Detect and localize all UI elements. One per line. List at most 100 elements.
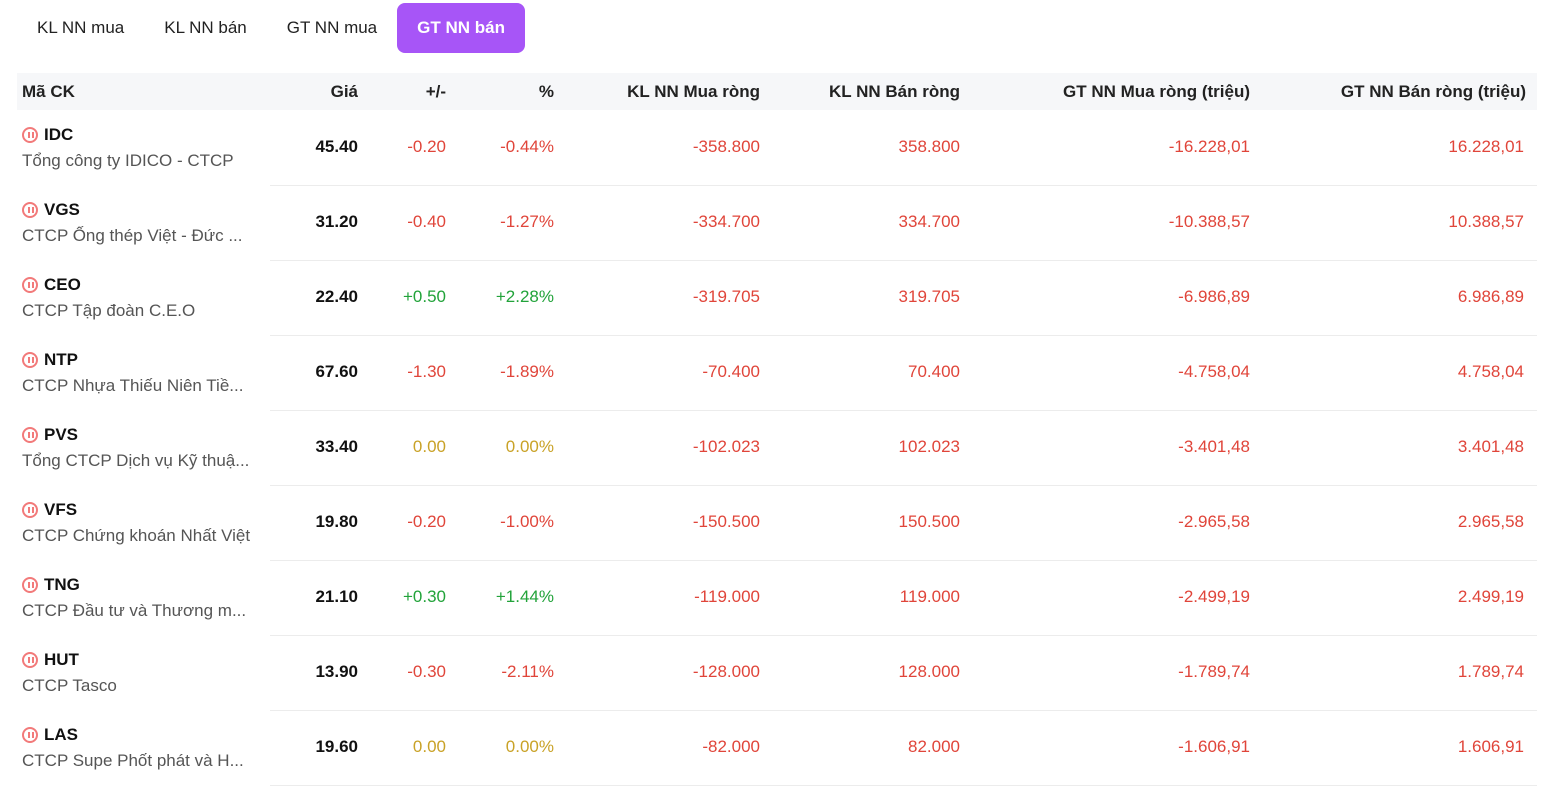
pause-circle-icon	[22, 201, 38, 218]
stock-cell[interactable]: IDC Tổng công ty IDICO - CTCP	[17, 125, 270, 171]
stock-symbol[interactable]: HUT	[44, 649, 79, 669]
stock-symbol[interactable]: VFS	[44, 499, 78, 519]
header-change[interactable]: +/-	[425, 81, 446, 101]
foreign-trading-table: Mã CK Giá +/- % KL NN Mua ròng KL NN Bán…	[17, 73, 1537, 786]
header-kl-mua-rong[interactable]: KL NN Mua ròng	[627, 81, 760, 101]
gt-nn-mua-rong: -3.401,48	[1178, 437, 1250, 456]
header-price[interactable]: Giá	[330, 81, 358, 101]
tab-gt-nn-mua[interactable]: GT NN mua	[286, 18, 378, 37]
stock-cell[interactable]: HUT CTCP Tasco	[17, 650, 270, 696]
table-row[interactable]: VFS CTCP Chứng khoán Nhất Việt 19.80 -0.20 -…	[17, 485, 1537, 561]
row-values: 31.20 -0.40 -1.27% -334.700 334.700 -10.388,5…	[270, 185, 1537, 261]
gt-nn-ban-rong: 2.965,58	[1457, 512, 1524, 531]
kl-nn-mua-rong: -358.800	[692, 137, 760, 156]
company-name: CTCP Tasco	[22, 675, 117, 695]
stock-cell[interactable]: TNG CTCP Đầu tư và Thương m...	[17, 575, 270, 621]
tab-kl-nn-mua[interactable]: KL NN mua	[37, 18, 125, 37]
change: -0.30	[407, 662, 446, 681]
change: -0.40	[407, 212, 446, 231]
company-name: Tổng CTCP Dịch vụ Kỹ thuậ...	[22, 450, 250, 470]
stock-symbol[interactable]: VGS	[44, 199, 80, 219]
kl-nn-mua-rong: -128.000	[692, 662, 760, 681]
stock-symbol[interactable]: CEO	[44, 274, 81, 294]
symbol-line: VGS	[22, 200, 270, 220]
table-row[interactable]: LAS CTCP Supe Phốt phát và H... 19.60 0.00 0…	[17, 710, 1537, 786]
table-row[interactable]: IDC Tổng công ty IDICO - CTCP 45.40 -0.20 -0…	[17, 110, 1537, 186]
gt-nn-mua-rong: -4.758,04	[1178, 362, 1250, 381]
stock-symbol[interactable]: NTP	[44, 349, 78, 369]
kl-nn-ban-rong: 119.000	[899, 587, 960, 606]
gt-nn-ban-rong: 10.388,57	[1448, 212, 1524, 231]
change-percent: -0.44%	[500, 137, 554, 156]
header-percent[interactable]: %	[538, 81, 554, 101]
change: -0.20	[407, 137, 446, 156]
change: 0.00	[412, 437, 446, 456]
stock-symbol[interactable]: TNG	[44, 574, 80, 594]
gt-nn-mua-rong: -6.986,89	[1178, 287, 1250, 306]
symbol-line: LAS	[22, 725, 270, 745]
price: 21.10	[315, 587, 358, 606]
company-name: CTCP Nhựa Thiếu Niên Tiề...	[22, 375, 244, 395]
table-row[interactable]: VGS CTCP Ống thép Việt - Đức ... 31.20 -0.4…	[17, 185, 1537, 261]
table-row[interactable]: NTP CTCP Nhựa Thiếu Niên Tiề... 67.60 -1.30…	[17, 335, 1537, 411]
table-row[interactable]: CEO CTCP Tập đoàn C.E.O 22.40 +0.50 +2.28% -3…	[17, 260, 1537, 336]
pause-circle-icon	[22, 426, 38, 443]
row-values: 33.40 0.00 0.00% -102.023 102.023 -3.401,48 3.…	[270, 410, 1537, 486]
gt-nn-ban-rong: 4.758,04	[1457, 362, 1524, 381]
symbol-line: HUT	[22, 650, 270, 670]
gt-nn-ban-rong: 3.401,48	[1457, 437, 1524, 456]
gt-nn-mua-rong: -1.606,91	[1178, 737, 1250, 756]
stock-symbol[interactable]: LAS	[44, 724, 78, 744]
symbol-line: CEO	[22, 275, 270, 295]
row-values: 45.40 -0.20 -0.44% -358.800 358.800 -16.228,0…	[270, 110, 1537, 186]
row-values: 13.90 -0.30 -2.11% -128.000 128.000 -1.789,74…	[270, 635, 1537, 711]
change: 0.00	[412, 737, 446, 756]
gt-nn-ban-rong: 6.986,89	[1457, 287, 1524, 306]
kl-nn-mua-rong: -319.705	[692, 287, 760, 306]
table-row[interactable]: TNG CTCP Đầu tư và Thương m... 21.10 +0.30 +…	[17, 560, 1537, 636]
gt-nn-mua-rong: -10.388,57	[1168, 212, 1250, 231]
gt-nn-mua-rong: -1.789,74	[1178, 662, 1250, 681]
gt-nn-ban-rong: 2.499,19	[1457, 587, 1524, 606]
stock-cell[interactable]: PVS Tổng CTCP Dịch vụ Kỹ thuậ...	[17, 425, 270, 471]
stock-cell[interactable]: CEO CTCP Tập đoàn C.E.O	[17, 275, 270, 321]
stock-cell[interactable]: LAS CTCP Supe Phốt phát và H...	[17, 725, 270, 771]
table-row[interactable]: HUT CTCP Tasco 13.90 -0.30 -2.11% -128.000 128…	[17, 635, 1537, 711]
tab-bar: KL NN mua KL NN bán GT NN mua GT NN bán	[17, 3, 525, 53]
header-symbol[interactable]: Mã CK	[22, 81, 75, 101]
kl-nn-mua-rong: -82.000	[702, 737, 760, 756]
tab-kl-nn-ban[interactable]: KL NN bán	[164, 18, 247, 37]
change: -1.30	[407, 362, 446, 381]
header-gt-ban-rong[interactable]: GT NN Bán ròng (triệu)	[1340, 81, 1526, 101]
change-percent: -1.89%	[500, 362, 554, 381]
symbol-line: PVS	[22, 425, 270, 445]
change: +0.30	[402, 587, 446, 606]
company-name: CTCP Ống thép Việt - Đức ...	[22, 225, 243, 245]
table-row[interactable]: PVS Tổng CTCP Dịch vụ Kỹ thuậ... 33.40 0.00…	[17, 410, 1537, 486]
change: -0.20	[407, 512, 446, 531]
symbol-line: NTP	[22, 350, 270, 370]
row-values: 22.40 +0.50 +2.28% -319.705 319.705 -6.986,89…	[270, 260, 1537, 336]
stock-cell[interactable]: VGS CTCP Ống thép Việt - Đức ...	[17, 200, 270, 246]
header-gt-mua-rong[interactable]: GT NN Mua ròng (triệu)	[1063, 81, 1250, 101]
kl-nn-ban-rong: 102.023	[898, 437, 960, 456]
change-percent: +2.28%	[495, 287, 554, 306]
stock-symbol[interactable]: PVS	[44, 424, 79, 444]
kl-nn-ban-rong: 150.500	[898, 512, 960, 531]
stock-symbol[interactable]: IDC	[44, 124, 74, 144]
price: 33.40	[315, 437, 358, 456]
kl-nn-ban-rong: 358.800	[898, 137, 960, 156]
pause-circle-icon	[22, 501, 38, 518]
row-values: 19.60 0.00 0.00% -82.000 82.000 -1.606,91 1.60…	[270, 710, 1537, 786]
kl-nn-mua-rong: -70.400	[702, 362, 760, 381]
header-kl-ban-rong[interactable]: KL NN Bán ròng	[829, 81, 960, 101]
row-values: 19.80 -0.20 -1.00% -150.500 150.500 -2.965,58…	[270, 485, 1537, 561]
symbol-line: IDC	[22, 125, 270, 145]
stock-cell[interactable]: NTP CTCP Nhựa Thiếu Niên Tiề...	[17, 350, 270, 396]
price: 19.80	[315, 512, 358, 531]
row-values: 67.60 -1.30 -1.89% -70.400 70.400 -4.758,04 4.…	[270, 335, 1537, 411]
gt-nn-mua-rong: -2.499,19	[1178, 587, 1250, 606]
row-values: 21.10 +0.30 +1.44% -119.000 119.000 -2.499,19…	[270, 560, 1537, 636]
stock-cell[interactable]: VFS CTCP Chứng khoán Nhất Việt	[17, 500, 270, 546]
tab-gt-nn-ban[interactable]: GT NN bán	[397, 3, 525, 53]
